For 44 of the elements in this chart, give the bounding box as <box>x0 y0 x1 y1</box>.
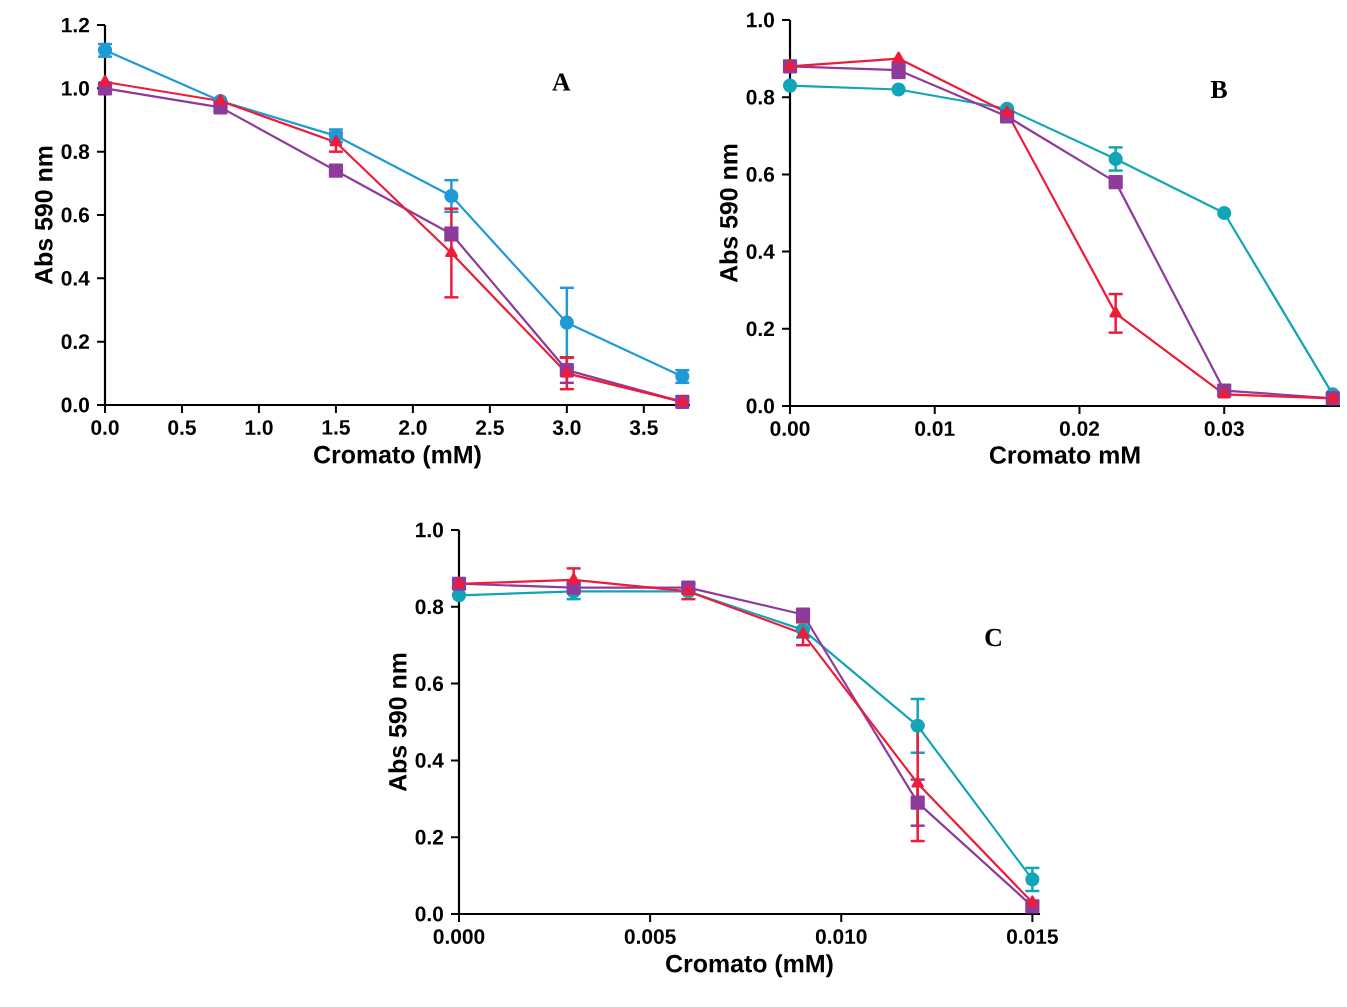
x-tick-label: 0.01 <box>915 421 955 436</box>
x-tick-label: 0.005 <box>624 929 676 944</box>
x-tick-label: 0.5 <box>168 420 196 435</box>
y-tick-label: 1.0 <box>747 12 774 28</box>
x-axis-title: Cromato (mM) <box>314 445 481 469</box>
x-tick-label: 1.5 <box>322 420 350 435</box>
y-tick-label: 0.6 <box>746 167 775 182</box>
y-tick-label: 1.0 <box>62 80 89 96</box>
text: C <box>985 628 1001 647</box>
y-tick-label: 0.0 <box>415 906 443 922</box>
x-tick-label: 2.5 <box>476 420 504 435</box>
y-tick-label: 1.0 <box>416 522 443 538</box>
y-axis-title: Abs 590 nm <box>719 144 738 283</box>
x-tick-label: 3.0 <box>552 420 581 436</box>
y-tick-label: 0.2 <box>415 829 443 845</box>
y-axis-title: Abs 590 nm <box>34 146 53 285</box>
x-tick-label: 0.0 <box>91 420 119 435</box>
x-tick-label: 2.0 <box>399 420 427 435</box>
y-tick-label: 0.0 <box>61 397 89 413</box>
y-tick-label: 0.0 <box>746 398 774 414</box>
x-tick-label: 0.02 <box>1059 421 1099 436</box>
y-tick-label: 0.8 <box>61 144 90 160</box>
y-tick-label: 0.6 <box>415 676 444 692</box>
y-tick-label: 1.2 <box>62 17 89 33</box>
x-tick-label: 0.015 <box>1007 929 1058 944</box>
y-tick-label: 0.6 <box>61 207 90 223</box>
y-tick-label: 0.8 <box>415 599 444 615</box>
x-tick-label: 0.03 <box>1204 421 1244 437</box>
x-tick-label: 0.000 <box>433 929 485 944</box>
text: B <box>1210 80 1227 98</box>
x-tick-label: 0.010 <box>815 929 867 944</box>
y-tick-label: 0.2 <box>61 334 89 350</box>
y-tick-label: 0.4 <box>61 270 90 286</box>
x-tick-label: 1.0 <box>245 420 273 435</box>
x-axis-title: Cromato mM <box>989 446 1140 464</box>
y-tick-label: 0.4 <box>415 753 444 768</box>
x-tick-label: 3.5 <box>629 420 658 436</box>
x-axis-title: Cromato (mM) <box>666 954 833 978</box>
x-tick-label: 0.00 <box>770 421 810 436</box>
y-tick-label: 0.8 <box>746 89 775 105</box>
y-axis-title: Abs 590 nm <box>388 653 407 792</box>
y-tick-label: 0.2 <box>746 321 774 337</box>
y-tick-label: 0.4 <box>746 244 775 260</box>
text: A <box>552 73 571 91</box>
